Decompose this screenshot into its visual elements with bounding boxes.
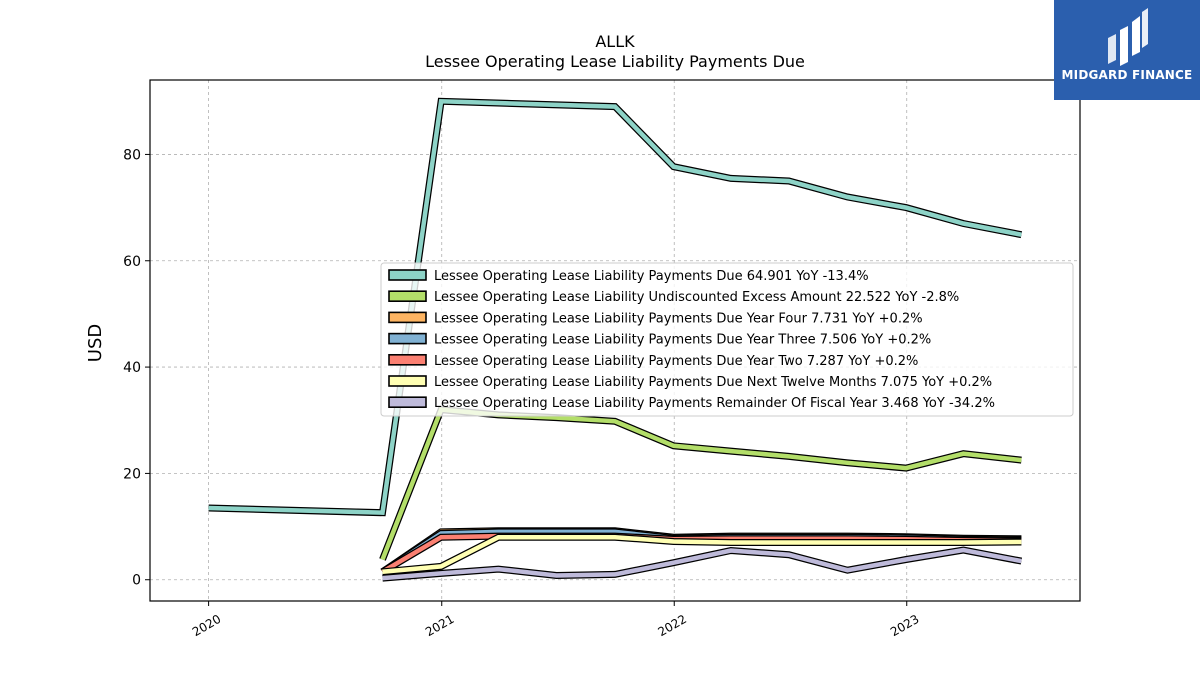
legend-label: Lessee Operating Lease Liability Payment…: [434, 333, 931, 348]
brand-logo: MIDGARD FINANCE: [1054, 0, 1200, 100]
series-lines: [208, 97, 1023, 582]
legend-swatch: [388, 332, 427, 345]
series-line-5: [382, 534, 1022, 575]
legend-label: Lessee Operating Lease Liability Payment…: [434, 396, 995, 411]
x-tick-label: 2021: [423, 612, 456, 639]
legend-swatch: [388, 269, 427, 281]
y-tick-label: 80: [123, 147, 141, 163]
series-line-0: [208, 98, 1022, 516]
x-tick-label: 2023: [888, 612, 921, 639]
legend: Lessee Operating Lease Liability Payment…: [380, 262, 1074, 417]
legend-label: Lessee Operating Lease Liability Payment…: [434, 311, 923, 326]
legend-swatch: [388, 375, 427, 387]
x-tick-label: 2020: [190, 612, 223, 639]
legend-box: [380, 262, 1074, 417]
brand-mark-icon: [1108, 8, 1148, 66]
y-tick-label: 40: [123, 360, 141, 376]
chart-title: ALLK: [595, 32, 635, 51]
plot-frame: [149, 79, 1081, 602]
series-line-6: [382, 547, 1022, 581]
y-tick-label: 0: [132, 573, 141, 589]
x-tick-label: 2022: [656, 612, 689, 639]
legend-label: Lessee Operating Lease Liability Payment…: [434, 269, 869, 284]
legend-swatch: [388, 290, 427, 303]
legend-swatch: [388, 396, 427, 409]
y-tick-label: 20: [123, 466, 141, 482]
legend-label: Lessee Operating Lease Liability Payment…: [434, 354, 918, 369]
legend-swatch: [388, 311, 427, 324]
y-tick-label: 60: [123, 254, 141, 270]
legend-label: Lessee Operating Lease Liability Undisco…: [434, 290, 959, 305]
legend-swatch: [388, 353, 427, 366]
brand-name: MIDGARD FINANCE: [1061, 68, 1193, 82]
legend-label: Lessee Operating Lease Liability Payment…: [434, 375, 992, 390]
y-axis-label: USD: [85, 324, 106, 362]
chart-subtitle: Lessee Operating Lease Liability Payment…: [425, 52, 805, 71]
